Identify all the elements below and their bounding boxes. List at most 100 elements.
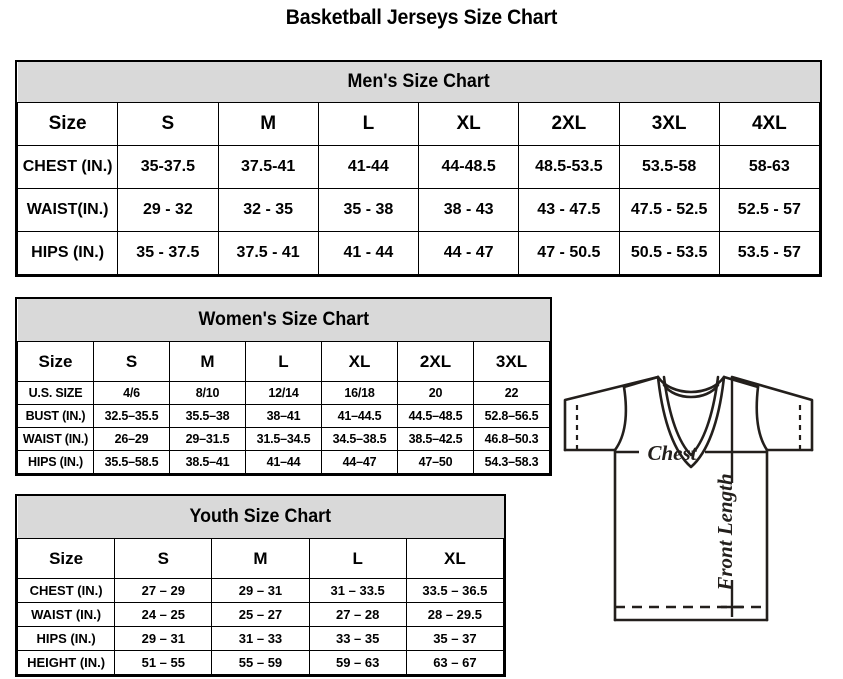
mens-chest-3xl: 53.5-58 xyxy=(618,145,720,189)
youth-height-l: 59 – 63 xyxy=(308,650,407,675)
womens-header-row: Size S M L XL 2XL 3XL xyxy=(17,341,550,382)
mens-header-xl: XL xyxy=(417,102,520,146)
table-row: CHEST (IN.) 35-37.5 37.5-41 41-44 44-48.… xyxy=(16,145,821,189)
jersey-outline xyxy=(563,375,814,622)
womens-bust-s: 32.5–35.5 xyxy=(93,404,170,428)
mens-waist-4xl: 52.5 - 57 xyxy=(718,188,821,232)
vneck-collar-top-arc xyxy=(656,375,726,394)
womens-ussize-3xl: 22 xyxy=(473,381,550,405)
mens-chest-l: 41-44 xyxy=(317,145,420,189)
mens-band-row: Men's Size Chart xyxy=(17,62,820,103)
vneck-collar-second-arc xyxy=(662,383,720,399)
mens-row-label-waist: WAIST(IN.) xyxy=(16,188,119,232)
table-row: HIPS (IN.) 29 – 31 31 – 33 33 – 35 35 – … xyxy=(16,626,505,651)
mens-chest-xl: 44-48.5 xyxy=(417,145,520,189)
mens-row-label-chest: CHEST (IN.) xyxy=(16,145,119,189)
youth-size-chart: Youth Size Chart Size S M L XL CHEST (IN… xyxy=(15,494,506,677)
mens-header-m: M xyxy=(217,102,319,146)
youth-row-label-hips: HIPS (IN.) xyxy=(16,626,116,651)
mens-chest-4xl: 58-63 xyxy=(718,145,821,189)
mens-hips-4xl: 53.5 - 57 xyxy=(718,231,821,275)
table-row: HEIGHT (IN.) 51 – 55 55 – 59 59 – 63 63 … xyxy=(16,650,505,675)
youth-waist-s: 24 – 25 xyxy=(114,602,213,627)
womens-row-label-bust: BUST (IN.) xyxy=(17,404,94,428)
youth-waist-xl: 28 – 29.5 xyxy=(405,602,505,627)
youth-hips-l: 33 – 35 xyxy=(308,626,407,651)
mens-waist-m: 32 - 35 xyxy=(217,188,319,232)
womens-hips-3xl: 54.3–58.3 xyxy=(473,450,550,474)
youth-hips-xl: 35 – 37 xyxy=(405,626,505,651)
left-shoulder-seam xyxy=(622,375,660,389)
right-armhole-seam xyxy=(755,385,769,452)
youth-row-label-height: HEIGHT (IN.) xyxy=(16,650,116,675)
youth-band-row: Youth Size Chart xyxy=(17,496,504,539)
womens-header-size: Size xyxy=(17,341,94,382)
front-length-label: Front Length xyxy=(713,473,737,591)
vneck-collar-curve-inner xyxy=(662,375,720,457)
youth-row-label-waist: WAIST (IN.) xyxy=(16,602,116,627)
mens-header-size: Size xyxy=(16,102,119,146)
womens-chart-band-label: Women's Size Chart xyxy=(198,309,369,330)
womens-row-label-us-size: U.S. SIZE xyxy=(17,381,94,405)
womens-bust-m: 35.5–38 xyxy=(169,404,246,428)
youth-header-size: Size xyxy=(16,538,116,579)
womens-ussize-m: 8/10 xyxy=(169,381,246,405)
womens-waist-xl: 34.5–38.5 xyxy=(321,427,398,451)
womens-header-3xl: 3XL xyxy=(473,341,550,382)
womens-header-m: M xyxy=(169,341,246,382)
mens-header-3xl: 3XL xyxy=(618,102,720,146)
mens-size-table: Men's Size Chart Size S M L XL 2XL 3XL 4… xyxy=(16,62,821,275)
youth-header-xl: XL xyxy=(405,538,505,579)
womens-hips-m: 38.5–41 xyxy=(169,450,246,474)
youth-header-l: L xyxy=(308,538,407,579)
womens-row-label-waist: WAIST (IN.) xyxy=(17,427,94,451)
jersey-measurement-diagram: Chest Front Length xyxy=(527,335,843,679)
table-row: CHEST (IN.) 27 – 29 29 – 31 31 – 33.5 33… xyxy=(16,578,505,603)
womens-ussize-xl: 16/18 xyxy=(321,381,398,405)
mens-chest-2xl: 48.5-53.5 xyxy=(518,145,620,189)
womens-hips-xl: 44–47 xyxy=(321,450,398,474)
table-row: WAIST (IN.) 26–29 29–31.5 31.5–34.5 34.5… xyxy=(17,427,550,451)
womens-waist-2xl: 38.5–42.5 xyxy=(397,427,474,451)
youth-header-s: S xyxy=(114,538,213,579)
youth-row-label-chest: CHEST (IN.) xyxy=(16,578,116,603)
youth-waist-m: 25 – 27 xyxy=(211,602,310,627)
womens-header-2xl: 2XL xyxy=(397,341,474,382)
table-row: HIPS (IN.) 35 - 37.5 37.5 - 41 41 - 44 4… xyxy=(16,231,821,275)
womens-bust-l: 38–41 xyxy=(245,404,322,428)
table-row: BUST (IN.) 32.5–35.5 35.5–38 38–41 41–44… xyxy=(17,404,550,428)
womens-hips-2xl: 47–50 xyxy=(397,450,474,474)
mens-hips-3xl: 50.5 - 53.5 xyxy=(618,231,720,275)
left-sleeve-top-edge xyxy=(563,375,660,452)
womens-waist-3xl: 46.8–50.3 xyxy=(473,427,550,451)
table-row: WAIST (IN.) 24 – 25 25 – 27 27 – 28 28 –… xyxy=(16,602,505,627)
mens-chest-s: 35-37.5 xyxy=(117,145,219,189)
youth-height-xl: 63 – 67 xyxy=(405,650,505,675)
youth-header-m: M xyxy=(211,538,310,579)
mens-chest-m: 37.5-41 xyxy=(217,145,319,189)
right-shoulder-seam xyxy=(722,375,760,389)
youth-height-s: 51 – 55 xyxy=(114,650,213,675)
womens-row-label-hips: HIPS (IN.) xyxy=(17,450,94,474)
front-length-measure-line xyxy=(721,377,743,617)
mens-chart-band-label: Men's Size Chart xyxy=(347,71,490,92)
mens-waist-2xl: 43 - 47.5 xyxy=(518,188,620,232)
youth-size-table: Youth Size Chart Size S M L XL CHEST (IN… xyxy=(16,496,505,675)
youth-chart-band: Youth Size Chart xyxy=(17,496,504,539)
womens-header-l: L xyxy=(245,341,322,382)
mens-header-row: Size S M L XL 2XL 3XL 4XL xyxy=(16,102,821,146)
chest-label: Chest xyxy=(647,441,697,465)
youth-hips-s: 29 – 31 xyxy=(114,626,213,651)
womens-waist-m: 29–31.5 xyxy=(169,427,246,451)
womens-ussize-2xl: 20 xyxy=(397,381,474,405)
mens-hips-m: 37.5 - 41 xyxy=(217,231,319,275)
jersey-illustration-icon: Chest Front Length xyxy=(563,375,814,622)
youth-hips-m: 31 – 33 xyxy=(211,626,310,651)
womens-header-s: S xyxy=(93,341,170,382)
mens-size-chart: Men's Size Chart Size S M L XL 2XL 3XL 4… xyxy=(15,60,822,277)
womens-ussize-s: 4/6 xyxy=(93,381,170,405)
womens-hips-l: 41–44 xyxy=(245,450,322,474)
youth-chest-xl: 33.5 – 36.5 xyxy=(405,578,505,603)
youth-height-m: 55 – 59 xyxy=(211,650,310,675)
mens-waist-l: 35 - 38 xyxy=(317,188,420,232)
